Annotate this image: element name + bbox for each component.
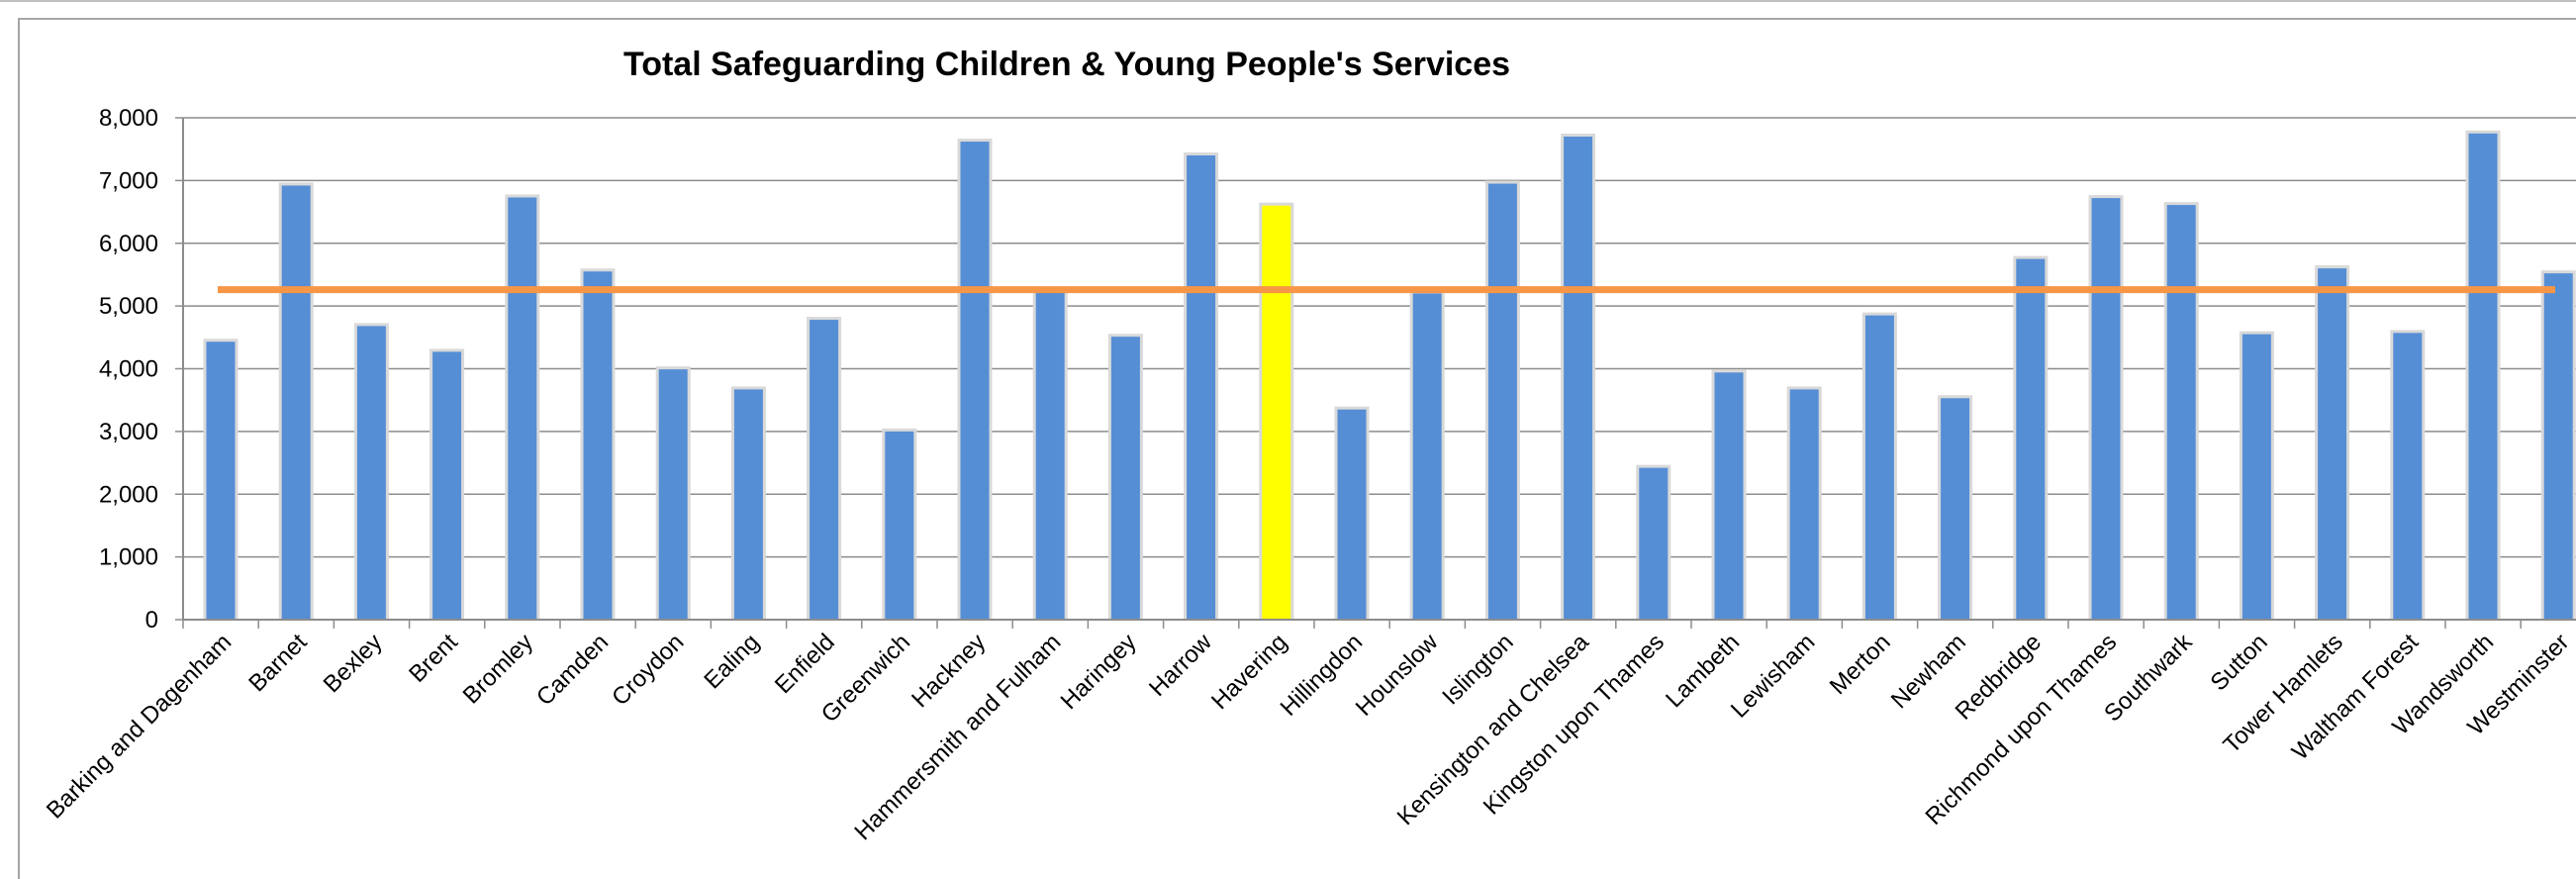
bar: [2543, 273, 2573, 620]
bar: [810, 320, 839, 620]
y-tick-label: 1,000: [99, 544, 158, 571]
bar: [960, 142, 990, 620]
y-tick-label: 6,000: [99, 231, 158, 257]
bar: [1941, 398, 1970, 620]
bar-highlighted: [1262, 205, 1291, 620]
bar: [733, 389, 763, 620]
bar: [2242, 334, 2271, 620]
bar: [1035, 290, 1065, 620]
x-tick-label: Croydon: [607, 629, 689, 711]
y-axis-ticks: 0 1,000 2,000 3,000 4,000 5,000 6,000 7,000 8,00…: [99, 105, 183, 634]
top-border: [0, 0, 2576, 2]
bar: [1110, 337, 1140, 620]
bar: [1714, 372, 1744, 620]
bar: [2166, 205, 2196, 620]
x-tick-label: Sutton: [2205, 629, 2272, 696]
x-tick-label: Waltham Forest: [2287, 629, 2424, 765]
bar: [432, 351, 462, 620]
bar: [206, 342, 236, 620]
x-tick-label: Merton: [1825, 629, 1896, 700]
y-tick-label: 5,000: [99, 293, 158, 320]
bar: [2318, 268, 2347, 620]
x-tick-label: Ealing: [699, 629, 764, 694]
y-tick-label: 7,000: [99, 167, 158, 194]
y-tick-label: 3,000: [99, 419, 158, 445]
x-tick-label: Haringey: [1056, 629, 1142, 715]
x-tick-label: Harrow: [1144, 629, 1217, 702]
y-tick-label: 8,000: [99, 105, 158, 132]
bar: [2468, 133, 2498, 620]
bar: [658, 369, 688, 620]
x-tick-label: Barnet: [243, 629, 312, 697]
bar: [583, 271, 613, 620]
x-axis: [182, 118, 2576, 629]
bar: [1487, 183, 1517, 620]
x-tick-label: Bromley: [458, 629, 538, 709]
bar: [1864, 315, 1894, 620]
gridlines: [183, 117, 2576, 558]
x-axis-labels: Barking and Dagenham Barnet Bexley BrentBro…: [42, 628, 2575, 845]
bar: [281, 185, 311, 620]
x-tick-label: Enfield: [770, 629, 840, 699]
bar: [885, 431, 914, 620]
x-tick-label: Bexley: [319, 629, 388, 698]
x-tick-label: Hillingdon: [1276, 629, 1369, 722]
bar: [2016, 258, 2046, 620]
bars: [203, 130, 2576, 620]
bar: [1187, 155, 1216, 620]
bar: [2091, 198, 2121, 620]
bar: [1412, 293, 1442, 620]
x-tick-label: Barking and Dagenham: [42, 629, 237, 824]
bar: [2393, 333, 2423, 620]
bar: [1564, 137, 1593, 620]
y-tick-label: 4,000: [99, 356, 158, 383]
bar: [1639, 467, 1669, 620]
bar: [356, 326, 386, 620]
y-tick-label: 0: [145, 607, 158, 634]
y-tick-label: 2,000: [99, 481, 158, 508]
x-tick-label: Camden: [531, 629, 614, 711]
x-tick-label: Brent: [404, 629, 463, 688]
chart-title: Total Safeguarding Children & Young Peop…: [623, 46, 1510, 83]
bar: [1337, 409, 1367, 620]
x-tick-label: Hounslow: [1351, 629, 1444, 722]
bar: [508, 197, 537, 620]
bar: [1789, 389, 1819, 620]
